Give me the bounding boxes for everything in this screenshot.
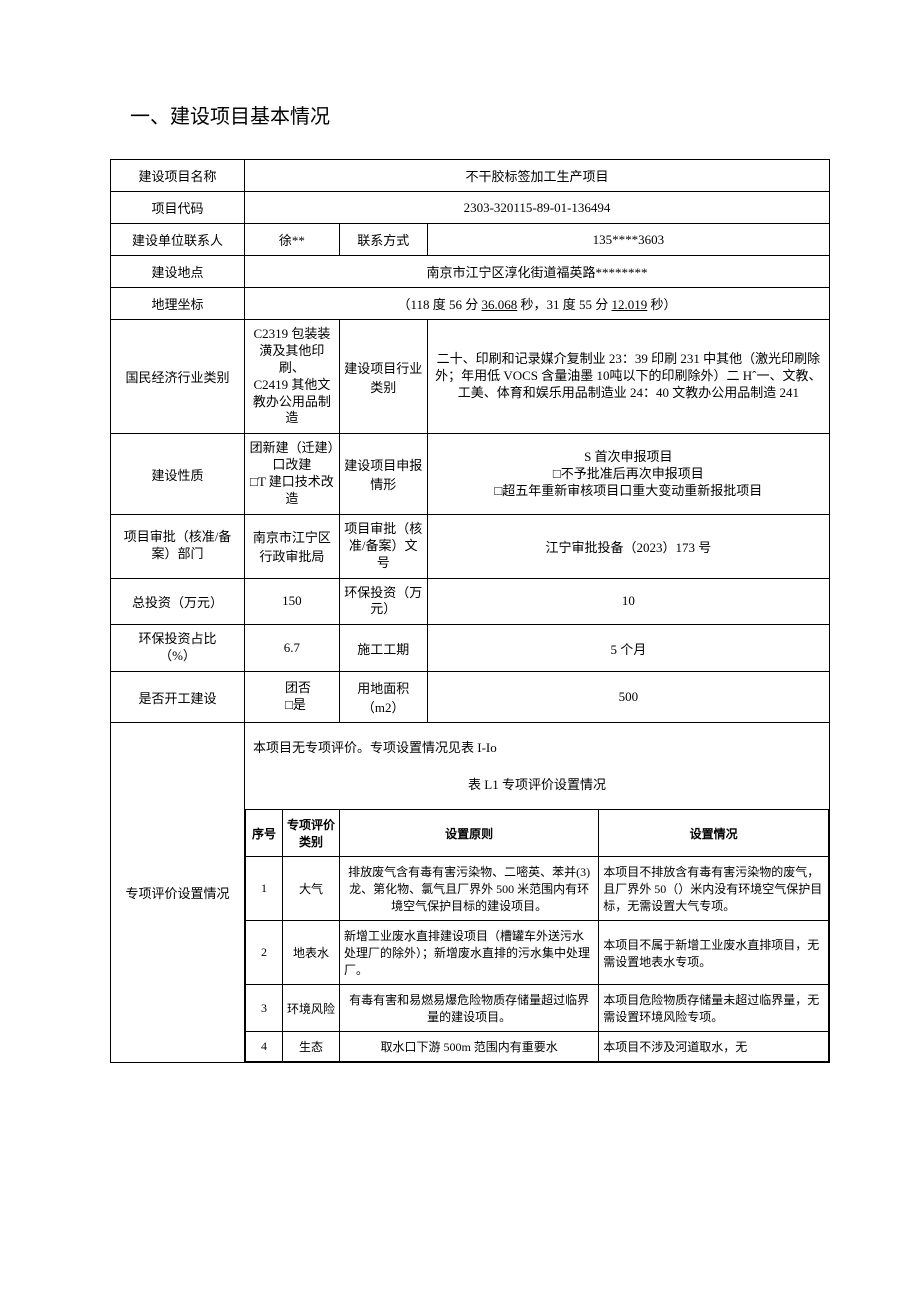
spec-row: 4 生态 取水口下游 500m 范围内有重要水 本项目不涉及河道取水，无 <box>246 1032 829 1062</box>
spec-th-principle: 设置原则 <box>340 810 599 857</box>
geo-sec1: 36.068 <box>482 297 518 312</box>
spec-cat: 地表水 <box>283 921 340 985</box>
label-apply-status: 建设项目申报情形 <box>339 434 427 515</box>
spec-caption: 表 L1 专项评价设置情况 <box>249 770 825 803</box>
value-env-invest: 10 <box>427 578 829 625</box>
spec-intro: 本项目无专项评价。专项设置情况见表 I-Io <box>249 729 825 770</box>
value-env-ratio: 6.7 <box>245 625 340 672</box>
label-location: 建设地点 <box>111 256 245 288</box>
spec-table: 序号 专项评价类别 设置原则 设置情况 1 大气 排放废气含有毒有害污染物、二嘧… <box>245 809 829 1062</box>
value-approval-dept: 南京市江宁区行政审批局 <box>245 514 340 578</box>
spec-th-seq: 序号 <box>246 810 283 857</box>
spec-seq: 1 <box>246 857 283 921</box>
value-location: 南京市江宁区淳化街道福英路******** <box>245 256 830 288</box>
geo-sec2: 12.019 <box>612 297 648 312</box>
value-contact-method: 135****3603 <box>427 224 829 256</box>
spec-situation: 本项目不属于新增工业废水直排项目，无需设置地表水专项。 <box>599 921 829 985</box>
label-project-code: 项目代码 <box>111 192 245 224</box>
spec-situation: 本项目不排放含有毒有害污染物的废气，且厂界外 50（）米内没有环境空气保护目标，… <box>599 857 829 921</box>
label-env-invest: 环保投资（万元） <box>339 578 427 625</box>
spec-principle: 有毒有害和易燃易爆危险物质存储量超过临界量的建设项目。 <box>340 985 599 1032</box>
spec-principle: 取水口下游 500m 范围内有重要水 <box>340 1032 599 1062</box>
value-duration: 5 个月 <box>427 625 829 672</box>
label-project-name: 建设项目名称 <box>111 160 245 192</box>
value-project-code: 2303-320115-89-01-136494 <box>245 192 830 224</box>
spec-seq: 3 <box>246 985 283 1032</box>
label-build-nature: 建设性质 <box>111 434 245 515</box>
geo-mid: 秒，31 度 55 分 <box>517 297 611 312</box>
spec-cat: 大气 <box>283 857 340 921</box>
value-geo: （118 度 56 分 36.068 秒，31 度 55 分 12.019 秒） <box>245 288 830 320</box>
value-build-nature: 团新建（迁建）口改建 □T 建口技术改造 <box>245 434 340 515</box>
label-started: 是否开工建设 <box>111 672 245 723</box>
value-industry-type: 二十、印刷和记录媒介复制业 23：39 印刷 231 中其他（激光印刷除外；年用… <box>427 320 829 434</box>
label-approval-doc: 项目审批（核准/备案）文号 <box>339 514 427 578</box>
label-industry-class: 国民经济行业类别 <box>111 320 245 434</box>
label-contact-person: 建设单位联系人 <box>111 224 245 256</box>
value-area: 500 <box>427 672 829 723</box>
spec-th-cat: 专项评价类别 <box>283 810 340 857</box>
value-started: 团否 □是 <box>245 672 340 723</box>
geo-prefix: （118 度 56 分 <box>397 297 481 312</box>
label-industry-type: 建设项目行业类别 <box>339 320 427 434</box>
value-apply-status: S 首次申报项目 □不予批准后再次申报项目 □超五年重新审核项目口重大变动重新报… <box>427 434 829 515</box>
section-title: 一、建设项目基本情况 <box>110 100 830 129</box>
label-contact-method: 联系方式 <box>339 224 427 256</box>
spec-cat: 环境风险 <box>283 985 340 1032</box>
spec-situation: 本项目危险物质存储量未超过临界量，无需设置环境风险专项。 <box>599 985 829 1032</box>
label-duration: 施工工期 <box>339 625 427 672</box>
label-total-invest: 总投资（万元） <box>111 578 245 625</box>
label-area: 用地面积（m2） <box>339 672 427 723</box>
spec-principle: 新增工业废水直排建设项目（槽罐车外送污水处理厂的除外）；新增废水直排的污水集中处… <box>340 921 599 985</box>
value-total-invest: 150 <box>245 578 340 625</box>
value-industry-class: C2319 包装装潢及其他印刷、 C2419 其他文教办公用品制造 <box>245 320 340 434</box>
spec-principle: 排放废气含有毒有害污染物、二嘧英、苯并(3)龙、第化物、氯气且厂界外 500 米… <box>340 857 599 921</box>
spec-seq: 2 <box>246 921 283 985</box>
spec-seq: 4 <box>246 1032 283 1062</box>
main-table: 建设项目名称 不干胶标签加工生产项目 项目代码 2303-320115-89-0… <box>110 159 830 1063</box>
geo-suffix: 秒） <box>647 297 676 312</box>
value-approval-doc: 江宁审批投备（2023）173 号 <box>427 514 829 578</box>
label-spec: 专项评价设置情况 <box>111 723 245 1063</box>
label-geo: 地理坐标 <box>111 288 245 320</box>
spec-row: 3 环境风险 有毒有害和易燃易爆危险物质存储量超过临界量的建设项目。 本项目危险… <box>246 985 829 1032</box>
label-env-ratio: 环保投资占比 （%） <box>111 625 245 672</box>
value-project-name: 不干胶标签加工生产项目 <box>245 160 830 192</box>
spec-row: 2 地表水 新增工业废水直排建设项目（槽罐车外送污水处理厂的除外）；新增废水直排… <box>246 921 829 985</box>
label-approval-dept: 项目审批（核准/备案）部门 <box>111 514 245 578</box>
value-contact-person: 徐** <box>245 224 340 256</box>
spec-row: 1 大气 排放废气含有毒有害污染物、二嘧英、苯并(3)龙、第化物、氯气且厂界外 … <box>246 857 829 921</box>
spec-cat: 生态 <box>283 1032 340 1062</box>
spec-situation: 本项目不涉及河道取水，无 <box>599 1032 829 1062</box>
spec-th-situation: 设置情况 <box>599 810 829 857</box>
